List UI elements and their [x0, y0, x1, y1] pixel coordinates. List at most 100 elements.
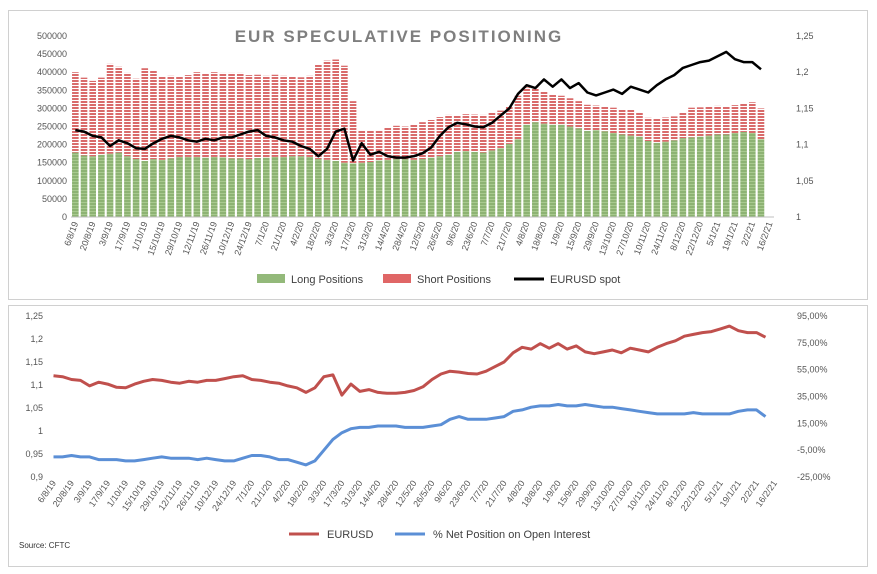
left-axis-ticks: 0 50000 100000 150000 200000 250000 300000 3500…	[37, 31, 67, 222]
net-position-chart: 0,9 0,95 1 1,05 1,1 1,15 1,2 1,25 -25,00% -5,00%…	[19, 311, 831, 550]
bar-short	[124, 72, 131, 157]
bar-long	[245, 159, 253, 217]
bar-short	[410, 124, 418, 160]
bar-short	[393, 125, 400, 160]
bar-short	[150, 70, 157, 160]
bar-long	[445, 154, 452, 217]
x-tick: 20/8/19	[78, 220, 98, 252]
eurusd-spot-line	[75, 50, 762, 162]
bar-long	[167, 158, 175, 217]
bar-short	[523, 87, 530, 125]
y-right-tick: 35,00%	[797, 392, 828, 402]
bar-short	[341, 65, 348, 163]
left-axis-ticks: 0,9 0,95 1 1,05 1,1 1,15 1,2 1,25	[25, 311, 43, 482]
bar-long	[505, 143, 513, 217]
x-tick: 3/9/19	[97, 220, 115, 247]
bar-short	[540, 91, 548, 124]
bar-long	[289, 156, 296, 217]
bar-short	[505, 106, 513, 144]
x-tick: 31/3/20	[356, 220, 376, 252]
legend-spot: EURUSD spot	[550, 274, 620, 286]
bar-long	[401, 159, 409, 217]
bar-short	[202, 73, 209, 158]
positioning-chart: EUR SPECULATIVE POSITIONING 0 50000 100000…	[37, 27, 814, 286]
y-right-tick: 1,1	[796, 140, 809, 150]
x-tick: 19/1/21	[720, 220, 740, 252]
bar-long	[462, 151, 470, 217]
bar-short	[184, 75, 192, 157]
bar-long	[497, 148, 504, 217]
bar-short	[575, 101, 583, 129]
y-left-tick: 450000	[37, 49, 67, 59]
bar-long	[262, 157, 270, 217]
bar-short	[749, 102, 756, 134]
y-left-tick: 0	[62, 212, 67, 222]
x-tick: 5/1/21	[705, 220, 723, 247]
bar-short	[653, 118, 661, 143]
bar-short	[210, 72, 218, 157]
bar-short	[549, 94, 556, 125]
bar-long	[202, 157, 209, 217]
bar-short	[401, 126, 409, 160]
net-position-chart-panel: 0,9 0,95 1 1,05 1,1 1,15 1,2 1,25 -25,00% -5,00%…	[8, 305, 868, 567]
bar-short	[193, 72, 201, 157]
legend-long: Long Positions	[291, 274, 364, 286]
bar-long	[453, 151, 461, 217]
y-right-tick: 1,15	[796, 103, 814, 113]
y-left-tick: 300000	[37, 103, 67, 113]
bar-short	[427, 119, 435, 158]
x-tick: 6/8/19	[62, 220, 80, 247]
bar-short	[532, 87, 539, 123]
x-tick: 4/2/20	[288, 220, 306, 247]
bar-long	[714, 134, 721, 217]
y-right-tick: 55,00%	[797, 365, 828, 375]
bar-short	[757, 108, 765, 140]
bar-long	[254, 157, 261, 217]
bar-short	[280, 75, 287, 157]
bar-long	[731, 133, 739, 217]
x-tick: 26/5/20	[425, 220, 445, 252]
bar-long	[636, 136, 643, 217]
bar-long	[558, 124, 565, 217]
bar-long	[757, 139, 765, 217]
y-left-tick: 400000	[37, 67, 67, 77]
x-tick: 16/2/21	[755, 220, 775, 252]
bar-short	[584, 104, 591, 131]
y-left-tick: 1,2	[30, 334, 43, 344]
y-right-tick: 1	[796, 212, 801, 222]
bar-long	[532, 122, 539, 217]
legend-eurusd: EURUSD	[327, 529, 374, 541]
bar-short	[106, 63, 114, 154]
bar-short	[610, 107, 617, 134]
x-tick: 9/6/20	[444, 220, 462, 247]
bar-short	[679, 112, 687, 139]
bar-short	[80, 77, 88, 156]
y-right-tick: 1,25	[796, 31, 814, 41]
eurusd-spot-path	[75, 50, 762, 162]
bar-long	[627, 135, 635, 217]
bar-short	[271, 74, 279, 157]
y-left-tick: 1,25	[25, 311, 43, 321]
bar-long	[592, 130, 600, 217]
bar-short	[297, 77, 305, 157]
y-left-tick: 0,9	[30, 472, 43, 482]
bar-long	[375, 160, 383, 217]
bar-short	[731, 105, 739, 134]
bar-long	[653, 142, 661, 217]
x-tick: 8/12/20	[668, 220, 688, 252]
bar-long	[549, 124, 556, 217]
bar-short	[471, 114, 478, 152]
bar-long	[80, 155, 88, 217]
bar-short	[132, 78, 140, 160]
bar-long	[228, 158, 235, 217]
bar-long	[688, 137, 695, 217]
bar-long	[393, 159, 400, 217]
bar-short	[306, 75, 313, 157]
x-axis-ticks: 6/8/1920/8/193/9/1917/9/191/10/1915/10/1…	[36, 478, 780, 512]
y-right-tick: -25,00%	[797, 472, 831, 482]
right-axis-ticks: 1 1,05 1,1 1,15 1,2 1,25	[796, 31, 814, 222]
x-tick: 1/10/19	[130, 220, 150, 252]
x-tick: 21/7/20	[495, 220, 515, 252]
bar-long	[705, 135, 713, 217]
bar-short	[601, 106, 609, 132]
